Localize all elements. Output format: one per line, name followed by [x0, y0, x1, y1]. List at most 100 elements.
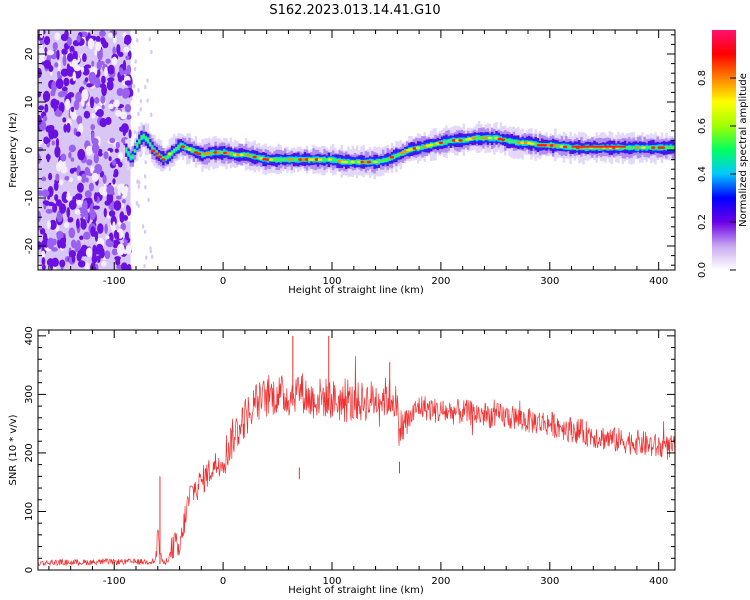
ridge-cell — [284, 158, 287, 161]
ridge-cell — [582, 145, 585, 150]
noise-cell — [118, 151, 124, 161]
noise-cell — [68, 199, 77, 210]
noise-cell — [56, 210, 63, 223]
noise-cell — [88, 209, 96, 221]
ridge-peak-cell — [187, 148, 192, 151]
noise-cell — [114, 148, 119, 153]
noise-cell — [41, 250, 46, 258]
ridge-peak-cell — [311, 158, 316, 161]
ridge-cell — [140, 135, 143, 140]
noise-cell — [115, 141, 120, 149]
noise-cell — [50, 98, 58, 109]
noise-cell — [101, 104, 105, 110]
noise-cell — [84, 77, 89, 83]
ridge-cell — [229, 152, 233, 156]
noise-cell — [136, 179, 139, 184]
ridge-cell — [149, 142, 152, 147]
noise-cell — [60, 153, 67, 162]
ridge-cell — [279, 158, 283, 162]
noise-cell — [38, 146, 44, 152]
ridge-cell — [292, 158, 296, 162]
noise-cell — [38, 153, 42, 165]
ridge-cell — [556, 143, 559, 148]
noise-cell — [62, 54, 67, 67]
ridge-peak-cell — [252, 155, 257, 159]
ridge-cell — [281, 157, 285, 162]
ridge-cell — [671, 145, 675, 150]
ridge-peak-cell — [236, 153, 241, 157]
snr-x-tick-label: 300 — [540, 576, 559, 587]
noise-cell — [70, 157, 75, 162]
noise-cell — [108, 210, 116, 217]
noise-cell — [119, 211, 125, 223]
noise-cell — [68, 151, 72, 159]
noise-cell — [54, 32, 61, 41]
noise-cell — [90, 226, 96, 237]
noise-cell — [108, 103, 114, 110]
noise-cell — [94, 41, 102, 52]
ridge-peak-cell — [500, 138, 506, 141]
ridge-cell — [321, 157, 324, 162]
ridge-peak-cell — [360, 160, 365, 164]
noise-cell — [124, 104, 132, 113]
snr-line — [38, 356, 675, 567]
noise-cell — [137, 88, 140, 93]
ridge-cell — [534, 142, 537, 147]
ridge-cell — [569, 145, 572, 150]
noise-cell — [51, 140, 55, 146]
noise-cell — [52, 203, 58, 213]
noise-cell — [139, 107, 142, 112]
ridge-cell — [151, 146, 154, 150]
spectrogram-x-tick-label: 300 — [540, 276, 559, 287]
ridge-cell — [244, 152, 248, 157]
noise-cell — [126, 204, 130, 212]
noise-cell — [56, 49, 60, 60]
noise-cell — [106, 184, 115, 195]
noise-cell — [112, 159, 117, 166]
ridge-cell — [323, 157, 326, 162]
noise-cell — [123, 39, 130, 45]
ridge-peak-cell — [226, 152, 231, 155]
noise-cell — [143, 263, 146, 269]
noise-cell — [55, 78, 64, 90]
ridge-cell — [567, 145, 570, 149]
ridge-cell — [186, 145, 189, 150]
ridge-cell — [166, 154, 169, 159]
ridge-cell — [626, 146, 629, 150]
noise-cell — [106, 80, 114, 91]
noise-cell — [58, 179, 64, 186]
page-title: S162.2023.013.14.41.G10 — [269, 3, 440, 18]
ridge-cell — [332, 157, 335, 161]
noise-cell — [77, 260, 86, 268]
noise-cell — [126, 263, 132, 270]
ridge-cell — [621, 145, 625, 150]
ridge-cell — [125, 147, 128, 152]
noise-cell — [88, 182, 94, 192]
noise-cell — [144, 255, 148, 260]
noise-cell — [82, 53, 87, 63]
noise-cell — [124, 231, 130, 241]
ridge-peak-cell — [317, 158, 323, 161]
noise-cell — [125, 244, 132, 255]
ridge-cell — [443, 140, 446, 144]
noise-cell — [116, 87, 124, 97]
ridge-cell — [379, 159, 383, 163]
noise-cell — [123, 69, 129, 75]
noise-cell — [72, 50, 77, 61]
snr-y-tick-label: 200 — [24, 443, 35, 462]
ridge-peak-cell — [549, 144, 555, 147]
ridge-cell — [170, 151, 174, 155]
noise-cell — [104, 223, 108, 234]
noise-cell — [124, 80, 132, 86]
noise-cell — [144, 84, 147, 90]
ridge-cell — [175, 147, 178, 151]
ridge-peak-cell — [487, 136, 493, 140]
noise-cell — [112, 178, 116, 185]
noise-cell — [116, 243, 125, 256]
spectrogram-x-tick-label: 200 — [431, 276, 450, 287]
colorbar-tick-label: 0.2 — [697, 214, 708, 230]
ridge-peak-cell — [657, 146, 662, 149]
noise-cell — [81, 89, 89, 101]
